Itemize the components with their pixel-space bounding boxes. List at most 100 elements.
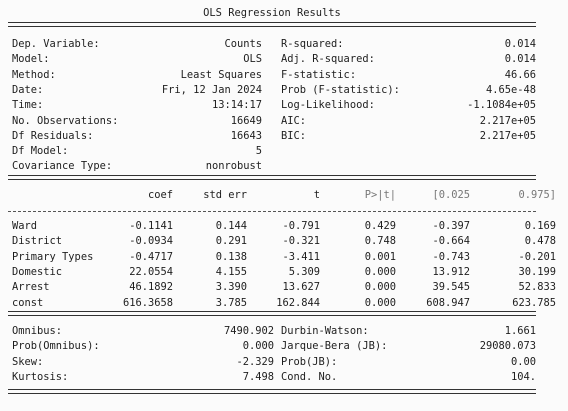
summary-label: BIC: xyxy=(281,130,307,142)
coef-cell: -0.664 xyxy=(432,235,470,247)
summary-label: Method: xyxy=(12,69,56,81)
summary-label: Date: xyxy=(12,84,44,96)
coef-cell: 3.785 xyxy=(215,297,247,309)
summary-value: nonrobust xyxy=(205,160,262,172)
summary-label: Time: xyxy=(12,99,44,111)
summary-label: No. Observations: xyxy=(12,115,119,127)
double-rule xyxy=(8,175,536,180)
summary-value: 0.014 xyxy=(504,38,536,50)
coef-cell: 0.144 xyxy=(215,220,247,232)
variable-name: Primary Types xyxy=(12,251,94,263)
diagnostic-label: Cond. No. xyxy=(281,371,338,383)
coef-cell: 0.748 xyxy=(364,235,396,247)
column-header: P>|t| xyxy=(364,189,396,201)
coef-cell: -0.397 xyxy=(432,220,470,232)
summary-label: Model: xyxy=(12,53,50,65)
coef-cell: 0.001 xyxy=(364,251,396,263)
summary-label: Df Model: xyxy=(12,145,69,157)
summary-label: Adj. R-squared: xyxy=(281,53,375,65)
column-header: [0.025 xyxy=(432,189,470,201)
coef-cell: 39.545 xyxy=(432,281,470,293)
coef-cell: 0.138 xyxy=(215,251,247,263)
summary-value: Least Squares xyxy=(180,69,262,81)
coef-cell: 162.844 xyxy=(276,297,320,309)
coef-cell: 46.1892 xyxy=(129,281,173,293)
diagnostic-label: Prob(Omnibus): xyxy=(12,340,100,352)
summary-label: Covariance Type: xyxy=(12,160,113,172)
coef-cell: 608.947 xyxy=(426,297,470,309)
variable-name: Ward xyxy=(12,220,38,232)
summary-label: F-statistic: xyxy=(281,69,357,81)
coef-cell: 0.000 xyxy=(364,266,396,278)
summary-label: R-squared: xyxy=(281,38,344,50)
coef-cell: 5.309 xyxy=(288,266,320,278)
summary-label: AIC: xyxy=(281,115,307,127)
diagnostic-value: 1.661 xyxy=(504,325,536,337)
double-rule xyxy=(8,311,536,316)
double-rule xyxy=(8,389,536,394)
coef-cell: -0.4717 xyxy=(129,251,173,263)
summary-label: Log-Likelihood: xyxy=(281,99,375,111)
variable-name: Domestic xyxy=(12,266,63,278)
coef-cell: -0.791 xyxy=(282,220,320,232)
coef-cell: 616.3658 xyxy=(122,297,173,309)
coef-cell: 4.155 xyxy=(215,266,247,278)
summary-label: Prob (F-statistic): xyxy=(281,84,400,96)
column-header: coef xyxy=(147,189,173,201)
variable-name: District xyxy=(12,235,63,247)
diagnostic-value: 104. xyxy=(510,371,536,383)
coef-cell: 3.390 xyxy=(215,281,247,293)
summary-value: 16649 xyxy=(230,115,262,127)
summary-label: Dep. Variable: xyxy=(12,38,100,50)
coef-cell: 0.429 xyxy=(364,220,396,232)
diagnostic-value: 29080.073 xyxy=(479,340,536,352)
coef-cell: -0.1141 xyxy=(129,220,173,232)
diagnostic-value: 7490.902 xyxy=(223,325,274,337)
coef-cell: 0.000 xyxy=(364,297,396,309)
summary-label: Df Residuals: xyxy=(12,130,94,142)
diagnostic-label: Jarque-Bera (JB): xyxy=(281,340,388,352)
coef-cell: 13.912 xyxy=(432,266,470,278)
coef-cell: 623.785 xyxy=(512,297,556,309)
diagnostic-value: 0.00 xyxy=(510,356,536,368)
coef-cell: -0.743 xyxy=(432,251,470,263)
double-rule xyxy=(8,22,536,27)
coef-cell: -0.201 xyxy=(518,251,556,263)
summary-value: OLS xyxy=(243,53,262,65)
summary-value: Fri, 12 Jan 2024 xyxy=(161,84,262,96)
diagnostic-label: Skew: xyxy=(12,356,44,368)
coef-cell: 13.627 xyxy=(282,281,320,293)
coef-cell: 52.833 xyxy=(518,281,556,293)
summary-value: -1.1084e+05 xyxy=(467,99,536,111)
coef-cell: -0.0934 xyxy=(129,235,173,247)
diagnostic-value: -2.329 xyxy=(236,356,274,368)
variable-name: Arrest xyxy=(12,281,50,293)
coef-cell: 22.0554 xyxy=(129,266,173,278)
summary-value: 5 xyxy=(255,145,262,157)
diagnostic-label: Prob(JB): xyxy=(281,356,338,368)
coef-cell: 0.169 xyxy=(524,220,556,232)
column-header: 0.975] xyxy=(518,189,556,201)
summary-value: 2.217e+05 xyxy=(479,115,536,127)
coef-cell: 0.478 xyxy=(524,235,556,247)
summary-value: 16643 xyxy=(230,130,262,142)
column-header: t xyxy=(313,189,320,201)
dashed-rule xyxy=(8,211,536,212)
diagnostic-label: Omnibus: xyxy=(12,325,63,337)
coef-cell: -3.411 xyxy=(282,251,320,263)
diagnostic-label: Kurtosis: xyxy=(12,371,69,383)
diagnostic-value: 0.000 xyxy=(242,340,274,352)
summary-value: 46.66 xyxy=(504,69,536,81)
coef-cell: 30.199 xyxy=(518,266,556,278)
summary-value: Counts xyxy=(224,38,262,50)
coef-cell: 0.291 xyxy=(215,235,247,247)
diagnostic-label: Durbin-Watson: xyxy=(281,325,369,337)
column-header: std err xyxy=(203,189,247,201)
variable-name: const xyxy=(12,297,44,309)
results-title: OLS Regression Results xyxy=(203,7,341,19)
summary-value: 13:14:17 xyxy=(211,99,262,111)
diagnostic-value: 7.498 xyxy=(242,371,274,383)
summary-value: 2.217e+05 xyxy=(479,130,536,142)
coef-cell: 0.000 xyxy=(364,281,396,293)
